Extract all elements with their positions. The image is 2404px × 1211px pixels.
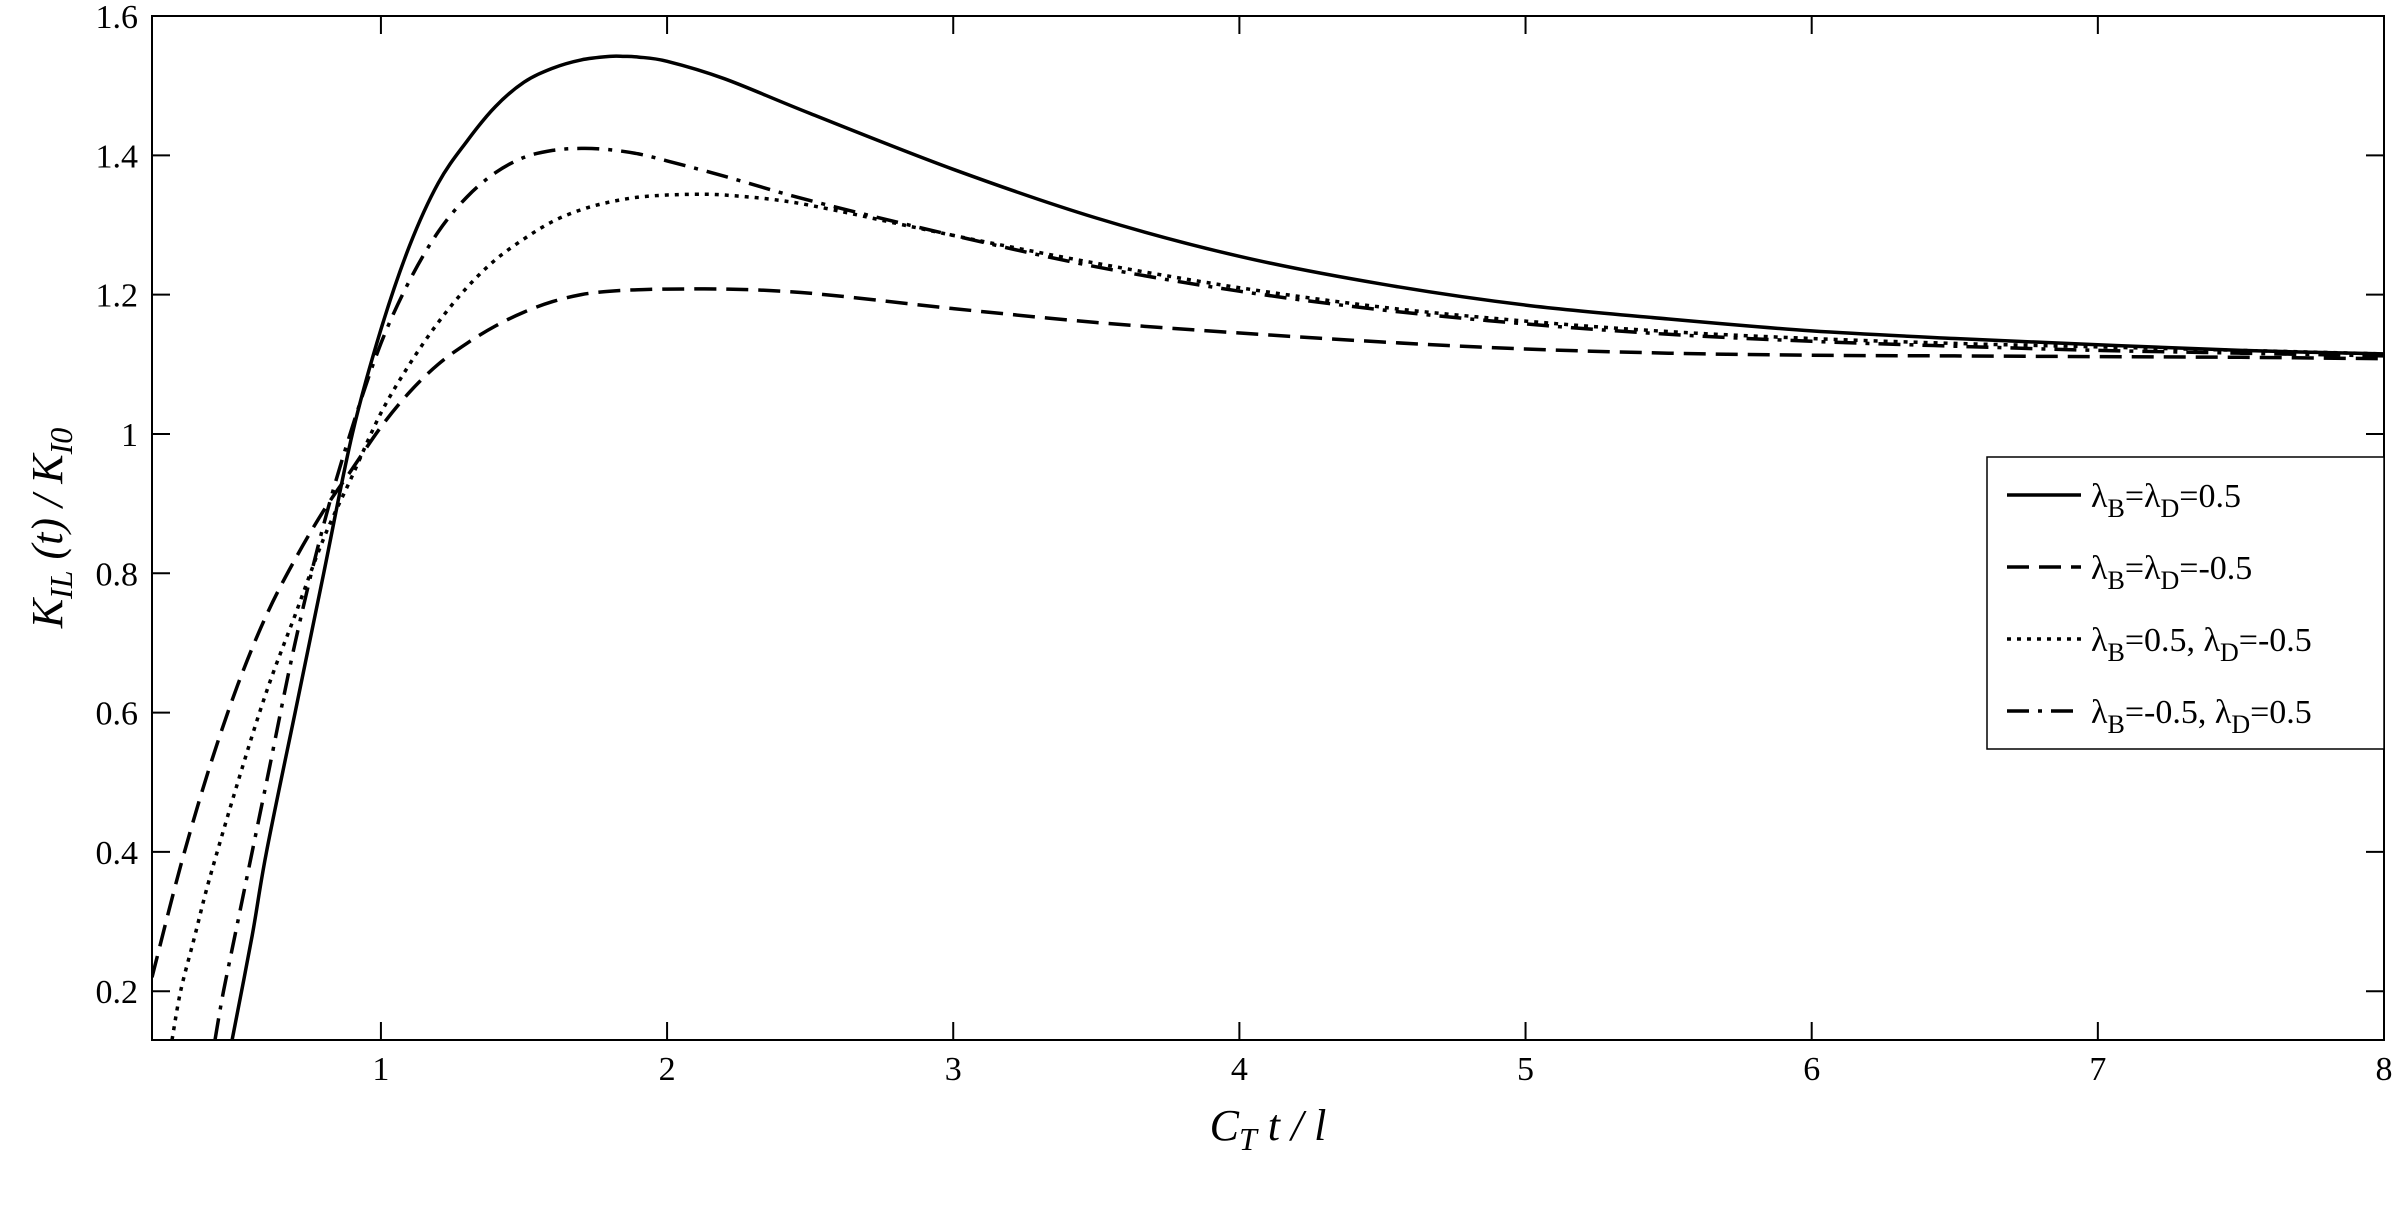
x-axis-title-main: C	[1210, 1101, 1240, 1150]
x-axis-title: CT t / l	[1210, 1101, 1327, 1157]
x-tick-label: 7	[2089, 1051, 2106, 1088]
x-tick-label: 8	[2376, 1051, 2393, 1088]
series-line-dashed	[152, 287, 2384, 978]
x-tick-label: 3	[945, 1051, 962, 1088]
series-line-solid	[230, 54, 2384, 1040]
series-line-dashdot	[213, 146, 2384, 1040]
y-tick-label: 1.2	[96, 278, 139, 315]
x-tick-label: 2	[659, 1051, 676, 1088]
y-tick-label: 0.6	[96, 696, 139, 733]
y-tick-label: 0.4	[96, 835, 139, 872]
y-axis-title-k2-sub: I0	[43, 428, 79, 456]
y-axis-title-mid: (t) /	[23, 484, 72, 571]
legend: λB=λD=0.5 λB=λD=-0.5 λB=0.5, λD=-0.5 λB=-0.…	[1986, 456, 2385, 750]
series-layer	[152, 54, 2384, 1040]
y-axis-title-k-sub: IL	[43, 570, 79, 599]
x-tick-label: 5	[1517, 1051, 1534, 1088]
legend-label: λB=λD=-0.5	[2091, 550, 2252, 595]
y-axis-title-k: K	[23, 596, 72, 629]
y-tick-label: 1	[121, 417, 138, 454]
x-tick-label: 6	[1803, 1051, 1820, 1088]
y-tick-label: 1.4	[96, 138, 139, 175]
legend-label: λB=λD=0.5	[2091, 478, 2241, 523]
x-tick-label: 4	[1231, 1051, 1248, 1088]
legend-box	[1986, 456, 2385, 750]
y-axis-title-k2: K	[23, 452, 72, 485]
x-axis-title-rest: t / l	[1257, 1101, 1327, 1150]
x-axis-title-sub: T	[1239, 1121, 1259, 1157]
legend-label: λB=0.5, λD=-0.5	[2091, 622, 2312, 667]
y-tick-label: 1.6	[96, 0, 139, 36]
y-tick-label: 0.8	[96, 556, 139, 593]
x-tick-label: 1	[372, 1051, 389, 1088]
series-line-dotted	[170, 192, 2384, 1040]
legend-label: λB=-0.5, λD=0.5	[2091, 694, 2312, 739]
y-axis-title: KIL (t) / KI0	[23, 428, 79, 630]
y-tick-label: 0.2	[96, 974, 139, 1011]
axis-ticks: 1 2 3 4 5 6 7 8 0.2 0.4 0.6 0.8 1 1.2 1.4 1.6	[96, 0, 2393, 1088]
